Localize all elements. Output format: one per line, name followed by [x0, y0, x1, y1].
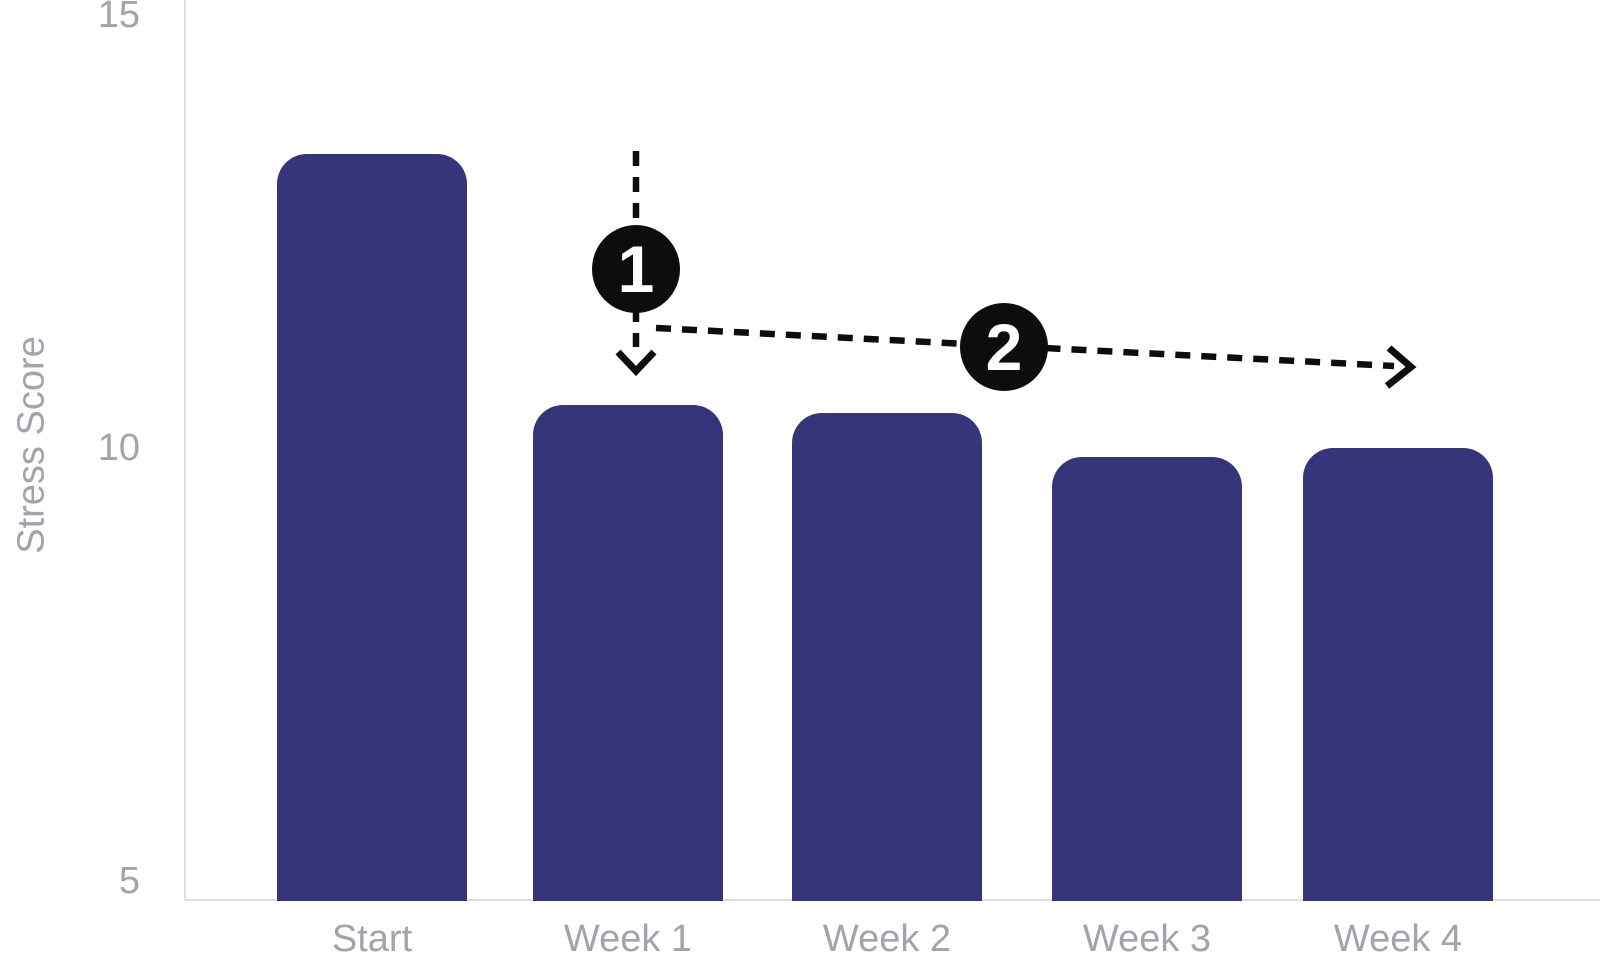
callout-2-number: 2 — [986, 310, 1023, 384]
y-tick-label: 10 — [97, 427, 140, 469]
x-tick-label: Week 2 — [822, 918, 952, 960]
bar-start — [277, 153, 467, 901]
y-axis-line — [184, 0, 186, 901]
arrow-down-icon — [615, 349, 657, 377]
arrow-right-icon — [1384, 345, 1417, 389]
bar-week-2 — [792, 413, 982, 901]
bar-week-1 — [533, 404, 723, 901]
y-tick-label: 15 — [97, 0, 140, 36]
x-tick-label: Week 3 — [1082, 918, 1212, 960]
callout-2-badge — [960, 303, 1048, 391]
y-tick-label: 5 — [118, 860, 140, 902]
x-tick-label: Week 4 — [1333, 918, 1463, 960]
bar-week-3 — [1052, 456, 1242, 901]
bar-week-4 — [1303, 448, 1493, 901]
x-tick-label: Start — [331, 918, 413, 960]
callout-1-badge — [592, 225, 680, 313]
arrow-right-dashed-line — [655, 324, 1395, 370]
x-tick-label: Week 1 — [563, 918, 693, 960]
callout-1-number: 1 — [618, 232, 655, 306]
